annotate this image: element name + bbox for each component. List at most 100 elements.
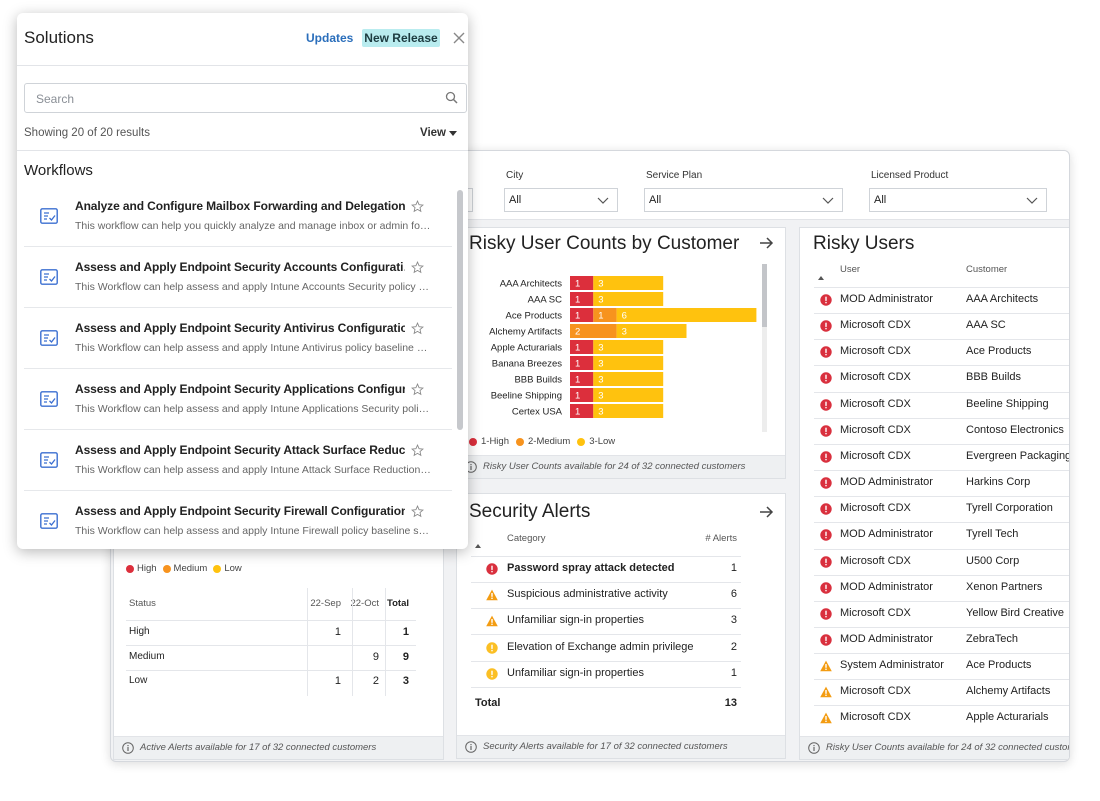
error-icon: [820, 398, 832, 411]
search-icon-handle: [452, 98, 458, 104]
error-icon: [820, 294, 832, 306]
divider: [17, 150, 468, 151]
info-glyph: [470, 464, 472, 466]
section-title: Workflows: [24, 162, 93, 179]
arrow-shape: [760, 506, 774, 518]
column-header: Status: [129, 598, 156, 609]
chevron-shape: [1026, 197, 1038, 204]
star-shape: [411, 504, 424, 517]
workflow-title-row: Assess and Apply Endpoint Security Accou…: [75, 260, 424, 274]
workflow-icon: [40, 513, 58, 529]
workflow-item[interactable]: Assess and Apply Endpoint Security Accou…: [17, 247, 457, 308]
chevron-shape: [597, 197, 609, 204]
legend-label: 3-Low: [589, 436, 616, 447]
solutions-popup: Solutions Updates New Release Search Sho…: [17, 13, 468, 549]
workflow-item[interactable]: Assess and Apply Endpoint Security Antiv…: [17, 308, 457, 369]
bar-segment: [570, 388, 594, 402]
filter-label: City: [506, 170, 524, 181]
row-divider: [24, 246, 452, 247]
filter-dropdown[interactable]: All: [504, 188, 618, 212]
user-name: Microsoft CDX: [840, 345, 911, 358]
icon-glyph: [825, 301, 827, 304]
alert-count: 3: [402, 675, 409, 687]
user-name: Microsoft CDX: [840, 606, 911, 619]
column-header: 22-Oct: [350, 598, 379, 609]
icon-lines: [44, 212, 56, 221]
filter-value: All: [649, 194, 662, 206]
customer-name: Yellow Bird Creative: [966, 606, 1065, 619]
star-shape: [411, 382, 424, 395]
column-divider: [352, 588, 353, 696]
icon-glyph: [825, 694, 827, 697]
alert-count: 1: [402, 626, 409, 638]
favorite-star[interactable]: [411, 504, 424, 518]
workflow-item[interactable]: Analyze and Configure Mailbox Forwarding…: [17, 186, 457, 247]
favorite-star[interactable]: [411, 321, 424, 335]
icon-glyph: [491, 623, 493, 626]
workflow-description: This Workflow can help assess and apply …: [75, 403, 430, 415]
row-divider: [126, 620, 416, 621]
bar-value-label: 3: [598, 407, 603, 418]
bar-segment: [570, 340, 594, 354]
icon-glyph: [825, 296, 827, 301]
icon-glyph: [825, 505, 827, 511]
warning-icon: [820, 686, 832, 698]
favorite-star[interactable]: [411, 443, 424, 457]
alert-count: 1: [334, 675, 341, 687]
column-header: # Alerts: [705, 533, 737, 544]
error-icon: [820, 372, 832, 385]
legend-label: Low: [224, 563, 242, 574]
icon-glyph: [825, 354, 827, 356]
user-name: Microsoft CDX: [840, 449, 911, 462]
legend-label: High: [137, 563, 157, 574]
open-arrow[interactable]: [759, 236, 774, 250]
workflow-item[interactable]: Assess and Apply Endpoint Security Firew…: [17, 491, 457, 549]
row-divider: [814, 679, 1069, 681]
favorite-star[interactable]: [411, 260, 424, 274]
info-glyph: [127, 747, 129, 751]
new-release-badge[interactable]: New Release: [362, 29, 440, 47]
icon-glyph: [825, 401, 827, 406]
user-name: Microsoft CDX: [840, 554, 911, 567]
open-arrow[interactable]: [759, 505, 774, 519]
favorite-star[interactable]: [411, 199, 424, 213]
total-label: Total: [475, 697, 501, 709]
chevron: [822, 197, 834, 204]
search-box[interactable]: Search: [24, 83, 467, 113]
icon-glyph: [825, 406, 827, 408]
view-menu[interactable]: View: [420, 127, 446, 139]
close-button[interactable]: [453, 32, 465, 44]
workflow-description: This workflow can help you quickly analy…: [75, 220, 431, 232]
view-menu-caret: [449, 131, 457, 136]
row-divider: [814, 417, 1069, 419]
legend-label: Medium: [173, 563, 208, 574]
workflow-icon: [40, 391, 58, 407]
bar-value-label: 1: [575, 407, 580, 418]
risky-user-counts-card: Risky User Counts by Customer AAA Archit…: [456, 227, 786, 479]
icon-glyph: [825, 641, 827, 644]
row-divider: [126, 669, 416, 671]
bar-value-label: 3: [622, 327, 627, 338]
bar-segment: [570, 308, 594, 322]
bar-segment: [593, 356, 664, 370]
icon-glyph: [825, 668, 827, 671]
column-divider: [307, 588, 308, 696]
legend-label: 2-Medium: [528, 436, 571, 447]
workflow-description: This Workflow can help assess and apply …: [75, 525, 430, 537]
caret: [449, 131, 457, 136]
bar-value-label: 1: [575, 279, 580, 290]
customer-name: Evergreen Packaging: [966, 449, 1070, 462]
filter-dropdown[interactable]: All: [644, 188, 843, 212]
row-divider: [471, 582, 741, 583]
favorite-star[interactable]: [411, 382, 424, 396]
risky-users-card: Risky Users User Customer MOD Administrato…: [799, 227, 1070, 760]
icon-glyph: [491, 593, 493, 597]
workflow-item[interactable]: Assess and Apply Endpoint Security Appli…: [17, 369, 457, 430]
bar-value-label: 1: [598, 311, 603, 322]
updates-link[interactable]: Updates: [306, 31, 354, 45]
filter-dropdown[interactable]: All: [869, 188, 1047, 212]
workflow-title: Assess and Apply Endpoint Security Accou…: [75, 260, 405, 274]
user-name: System Administrator: [840, 659, 944, 672]
workflow-item[interactable]: Assess and Apply Endpoint Security Attac…: [17, 430, 457, 491]
alert-count: 9: [372, 650, 379, 663]
